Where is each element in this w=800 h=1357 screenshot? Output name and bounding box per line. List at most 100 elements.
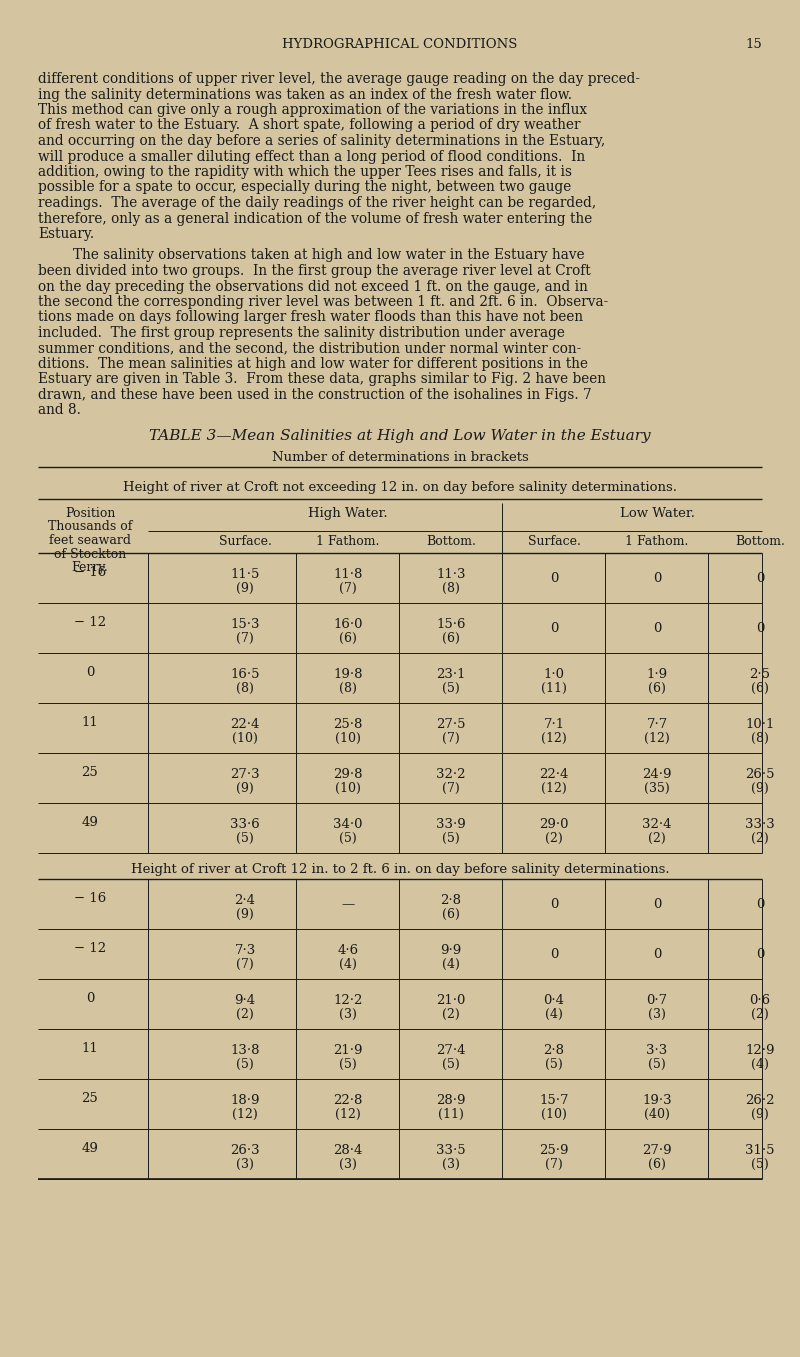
Text: (35): (35)	[644, 782, 670, 795]
Text: Bottom.: Bottom.	[735, 535, 785, 548]
Text: (3): (3)	[236, 1158, 254, 1171]
Text: 7·3: 7·3	[234, 944, 256, 957]
Text: 25: 25	[82, 765, 98, 779]
Text: 27·5: 27·5	[436, 718, 466, 731]
Text: 15: 15	[746, 38, 762, 52]
Text: 27·9: 27·9	[642, 1144, 672, 1158]
Text: (3): (3)	[339, 1158, 357, 1171]
Text: (5): (5)	[339, 1058, 357, 1071]
Text: 0: 0	[550, 573, 558, 585]
Text: (2): (2)	[236, 1008, 254, 1020]
Text: 24·9: 24·9	[642, 768, 672, 782]
Text: (5): (5)	[648, 1058, 666, 1071]
Text: 1·0: 1·0	[543, 668, 565, 681]
Text: 32·2: 32·2	[436, 768, 466, 782]
Text: 0·4: 0·4	[543, 993, 565, 1007]
Text: 11·8: 11·8	[334, 569, 362, 581]
Text: (6): (6)	[442, 632, 460, 645]
Text: 22·8: 22·8	[334, 1094, 362, 1107]
Text: (7): (7)	[442, 731, 460, 745]
Text: Height of river at Croft 12 in. to 2 ft. 6 in. on day before salinity determinat: Height of river at Croft 12 in. to 2 ft.…	[130, 863, 670, 877]
Text: (5): (5)	[751, 1158, 769, 1171]
Text: (6): (6)	[442, 908, 460, 921]
Text: 0: 0	[756, 898, 764, 911]
Text: (5): (5)	[442, 832, 460, 845]
Text: HYDROGRAPHICAL CONDITIONS: HYDROGRAPHICAL CONDITIONS	[282, 38, 518, 52]
Text: (12): (12)	[541, 731, 567, 745]
Text: (7): (7)	[236, 632, 254, 645]
Text: 0: 0	[653, 898, 661, 911]
Text: 0: 0	[550, 898, 558, 911]
Text: 3·3: 3·3	[646, 1044, 668, 1057]
Text: Surface.: Surface.	[527, 535, 581, 548]
Text: High Water.: High Water.	[308, 508, 388, 520]
Text: (8): (8)	[339, 683, 357, 695]
Text: Ferry.: Ferry.	[72, 560, 108, 574]
Text: (11): (11)	[438, 1109, 464, 1121]
Text: (9): (9)	[236, 582, 254, 594]
Text: 7·7: 7·7	[646, 718, 668, 731]
Text: of Stockton: of Stockton	[54, 547, 126, 560]
Text: Position: Position	[65, 508, 115, 520]
Text: 9·9: 9·9	[440, 944, 462, 957]
Text: 2·5: 2·5	[750, 668, 770, 681]
Text: (8): (8)	[751, 731, 769, 745]
Text: Estuary are given in Table 3.  From these data, graphs similar to Fig. 2 have be: Estuary are given in Table 3. From these…	[38, 373, 606, 387]
Text: 11: 11	[82, 715, 98, 729]
Text: (2): (2)	[648, 832, 666, 845]
Text: (4): (4)	[751, 1058, 769, 1071]
Text: 19·3: 19·3	[642, 1094, 672, 1107]
Text: 11·3: 11·3	[436, 569, 466, 581]
Text: This method can give only a rough approximation of the variations in the influx: This method can give only a rough approx…	[38, 103, 587, 117]
Text: 11: 11	[82, 1042, 98, 1054]
Text: ditions.  The mean salinities at high and low water for different positions in t: ditions. The mean salinities at high and…	[38, 357, 588, 370]
Text: (8): (8)	[442, 582, 460, 594]
Text: − 12: − 12	[74, 616, 106, 628]
Text: (10): (10)	[335, 731, 361, 745]
Text: 16·0: 16·0	[334, 617, 362, 631]
Text: 2·4: 2·4	[234, 894, 255, 906]
Text: 22·4: 22·4	[230, 718, 260, 731]
Text: 28·4: 28·4	[334, 1144, 362, 1158]
Text: 1 Fathom.: 1 Fathom.	[626, 535, 689, 548]
Text: 0: 0	[756, 573, 764, 585]
Text: (5): (5)	[545, 1058, 563, 1071]
Text: (7): (7)	[545, 1158, 563, 1171]
Text: 0: 0	[86, 992, 94, 1004]
Text: (6): (6)	[648, 1158, 666, 1171]
Text: 29·0: 29·0	[539, 818, 569, 830]
Text: ing the salinity determinations was taken as an index of the fresh water flow.: ing the salinity determinations was take…	[38, 87, 572, 102]
Text: 27·4: 27·4	[436, 1044, 466, 1057]
Text: 29·8: 29·8	[334, 768, 362, 782]
Text: (9): (9)	[236, 908, 254, 921]
Text: on the day preceding the observations did not exceed 1 ft. on the gauge, and in: on the day preceding the observations di…	[38, 280, 588, 293]
Text: Height of river at Croft not exceeding 12 in. on day before salinity determinati: Height of river at Croft not exceeding 1…	[123, 480, 677, 494]
Text: − 16: − 16	[74, 892, 106, 905]
Text: (9): (9)	[751, 782, 769, 795]
Text: 0·6: 0·6	[750, 993, 770, 1007]
Text: (5): (5)	[236, 832, 254, 845]
Text: (12): (12)	[644, 731, 670, 745]
Text: (2): (2)	[545, 832, 563, 845]
Text: 28·9: 28·9	[436, 1094, 466, 1107]
Text: 19·8: 19·8	[334, 668, 362, 681]
Text: 15·3: 15·3	[230, 617, 260, 631]
Text: 0: 0	[653, 949, 661, 961]
Text: summer conditions, and the second, the distribution under normal winter con-: summer conditions, and the second, the d…	[38, 342, 582, 356]
Text: Thousands of: Thousands of	[48, 521, 132, 533]
Text: 11·5: 11·5	[230, 569, 260, 581]
Text: (5): (5)	[442, 1058, 460, 1071]
Text: Estuary.: Estuary.	[38, 227, 94, 242]
Text: possible for a spate to occur, especially during the night, between two gauge: possible for a spate to occur, especiall…	[38, 180, 571, 194]
Text: (3): (3)	[442, 1158, 460, 1171]
Text: (2): (2)	[751, 832, 769, 845]
Text: 27·3: 27·3	[230, 768, 260, 782]
Text: Bottom.: Bottom.	[426, 535, 476, 548]
Text: 22·4: 22·4	[539, 768, 569, 782]
Text: 25·8: 25·8	[334, 718, 362, 731]
Text: 33·6: 33·6	[230, 818, 260, 830]
Text: (3): (3)	[339, 1008, 357, 1020]
Text: 4·6: 4·6	[338, 944, 358, 957]
Text: 15·7: 15·7	[539, 1094, 569, 1107]
Text: 23·1: 23·1	[436, 668, 466, 681]
